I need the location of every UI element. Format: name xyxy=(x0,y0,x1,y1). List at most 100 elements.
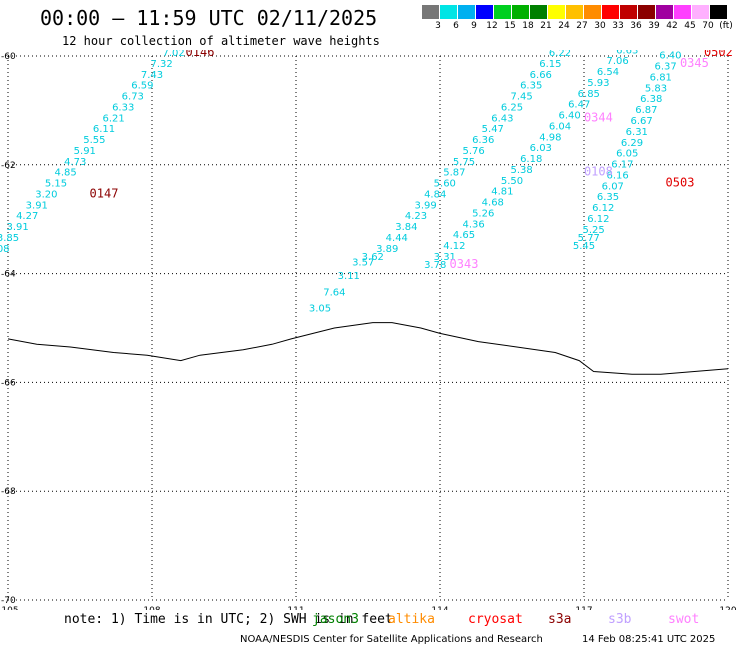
wave-height-value: 5.50 xyxy=(501,176,523,187)
wave-height-value: 3.84 xyxy=(395,222,417,233)
wave-height-value: 6.81 xyxy=(650,72,672,83)
scale-swatch xyxy=(548,5,565,19)
wave-height-value: 5.87 xyxy=(443,168,465,179)
lon-tick-label: 108 xyxy=(143,606,160,610)
antarctic-coastline xyxy=(7,322,729,375)
satellite-legend-item: altika xyxy=(388,612,435,627)
wave-height-value: 3.20 xyxy=(35,189,57,200)
footer-note: note: 1) Time is in UTC; 2) SWH is in fe… xyxy=(64,612,393,627)
scale-label: (ft) xyxy=(719,21,733,31)
wave-height-value: 6.22 xyxy=(549,50,571,59)
lon-tick-label: 105 xyxy=(1,606,18,610)
scale-label: 3 xyxy=(435,21,441,31)
wave-height-value: 5.38 xyxy=(510,165,532,176)
scale-label: 45 xyxy=(684,21,696,31)
scale-swatch xyxy=(512,5,529,19)
map-title: 00:00 — 11:59 UTC 02/11/2025 xyxy=(40,6,378,30)
wave-height-value: 5.60 xyxy=(434,179,456,190)
satellite-legend-item: cryosat xyxy=(468,612,523,627)
wave-height-value: 6.16 xyxy=(606,170,628,181)
wave-height-value: 3.11 xyxy=(338,271,360,282)
pass-time-label: 0108 xyxy=(584,165,613,179)
wave-height-value: 3.91 xyxy=(26,200,48,211)
lon-tick-label: 111 xyxy=(287,606,304,610)
wave-height-value: 6.33 xyxy=(112,102,134,113)
lat-tick-label: -68 xyxy=(1,487,16,497)
wave-height-value: 5.77 xyxy=(578,233,600,244)
wave-height-value: 5.91 xyxy=(74,146,96,157)
wave-height-value: 6.66 xyxy=(530,70,552,81)
wave-height-value: 5.55 xyxy=(83,135,105,146)
pass-time-label: 0146 xyxy=(186,50,215,59)
pass-time-label: 0502 xyxy=(704,50,733,59)
wave-height-value: 6.40 xyxy=(659,51,681,62)
scale-label: 12 xyxy=(486,21,498,31)
lat-tick-label: -66 xyxy=(1,378,16,388)
scale-swatch xyxy=(494,5,511,19)
wave-height-value: 6.35 xyxy=(520,81,542,92)
wave-height-value: 5.93 xyxy=(587,78,609,89)
credit-line: NOAA/NESDIS Center for Satellite Applica… xyxy=(240,634,543,645)
wave-height-value: 6.54 xyxy=(597,67,619,78)
generation-timestamp: 14 Feb 08:25:41 UTC 2025 xyxy=(582,634,716,645)
wave-height-value: 6.85 xyxy=(578,89,600,100)
wave-height-value: 6.25 xyxy=(501,102,523,113)
lat-tick-label: -60 xyxy=(1,52,16,62)
scale-label: 21 xyxy=(540,21,552,31)
lon-tick-label: 120 xyxy=(719,606,736,610)
wave-height-value: 5.83 xyxy=(645,83,667,94)
wave-height-value: 3.62 xyxy=(362,252,384,263)
wave-height-value: 5.15 xyxy=(45,179,67,190)
wave-height-value: 4.44 xyxy=(386,233,408,244)
pass-time-label: 0343 xyxy=(450,257,479,271)
scale-label: 30 xyxy=(594,21,606,31)
wave-height-value: 6.73 xyxy=(122,92,144,103)
wave-height-value: 7.32 xyxy=(150,59,172,70)
scale-swatch xyxy=(422,5,439,19)
scale-swatch xyxy=(584,5,601,19)
wave-height-value: 3.57 xyxy=(352,257,374,268)
wave-height-value: 4.85 xyxy=(54,168,76,179)
scale-swatch xyxy=(620,5,637,19)
scale-label: 6 xyxy=(453,21,459,31)
wave-height-value: 4.81 xyxy=(491,187,513,198)
scale-label: 39 xyxy=(648,21,660,31)
wave-height-value: 6.35 xyxy=(597,192,619,203)
wave-height-value: 6.37 xyxy=(654,62,676,73)
wave-height-value: 6.29 xyxy=(621,138,643,149)
wave-height-value: 3.05 xyxy=(309,304,331,315)
satellite-legend-item: swot xyxy=(668,612,700,627)
pass-time-label: 0344 xyxy=(584,110,613,124)
wave-height-value: 4.68 xyxy=(482,198,504,209)
wave-height-value: 6.40 xyxy=(558,111,580,122)
wave-height-value: 5.47 xyxy=(482,124,504,135)
wave-height-value: 6.47 xyxy=(568,100,590,111)
scale-swatch xyxy=(656,5,673,19)
wave-height-value: 6.36 xyxy=(472,135,494,146)
wave-height-value: 4.27 xyxy=(16,211,38,222)
scale-label: 15 xyxy=(504,21,516,31)
wave-height-value: 3.89 xyxy=(376,244,398,255)
scale-swatch xyxy=(692,5,709,19)
lon-tick-label: 114 xyxy=(431,606,448,610)
scale-swatch xyxy=(458,5,475,19)
wave-height-value: 3.31 xyxy=(434,252,456,263)
wave-height-value: 4.65 xyxy=(453,230,475,241)
wave-height-value: 4.36 xyxy=(462,219,484,230)
scale-label: 9 xyxy=(471,21,477,31)
scale-label: 27 xyxy=(576,21,588,31)
wave-height-value: 6.67 xyxy=(630,116,652,127)
wave-height-value: 6.43 xyxy=(491,113,513,124)
scale-swatch xyxy=(710,5,727,19)
wave-height-value: 7.06 xyxy=(606,56,628,67)
scale-swatch xyxy=(440,5,457,19)
wave-height-value: 6.38 xyxy=(640,94,662,105)
scale-swatch xyxy=(530,5,547,19)
lat-tick-label: -64 xyxy=(1,270,16,280)
wave-height-color-scale: 3 6 9 12 15 18 21 24 27 30 33 36 39 42 45 70 (ft) xyxy=(422,5,733,37)
pass-time-label: 0345 xyxy=(680,56,709,70)
scale-label: 33 xyxy=(612,21,624,31)
satellite-legend-item: jason3 xyxy=(312,612,359,627)
wave-height-value: 4.84 xyxy=(424,189,446,200)
satellite-legend-item: s3b xyxy=(608,612,632,627)
